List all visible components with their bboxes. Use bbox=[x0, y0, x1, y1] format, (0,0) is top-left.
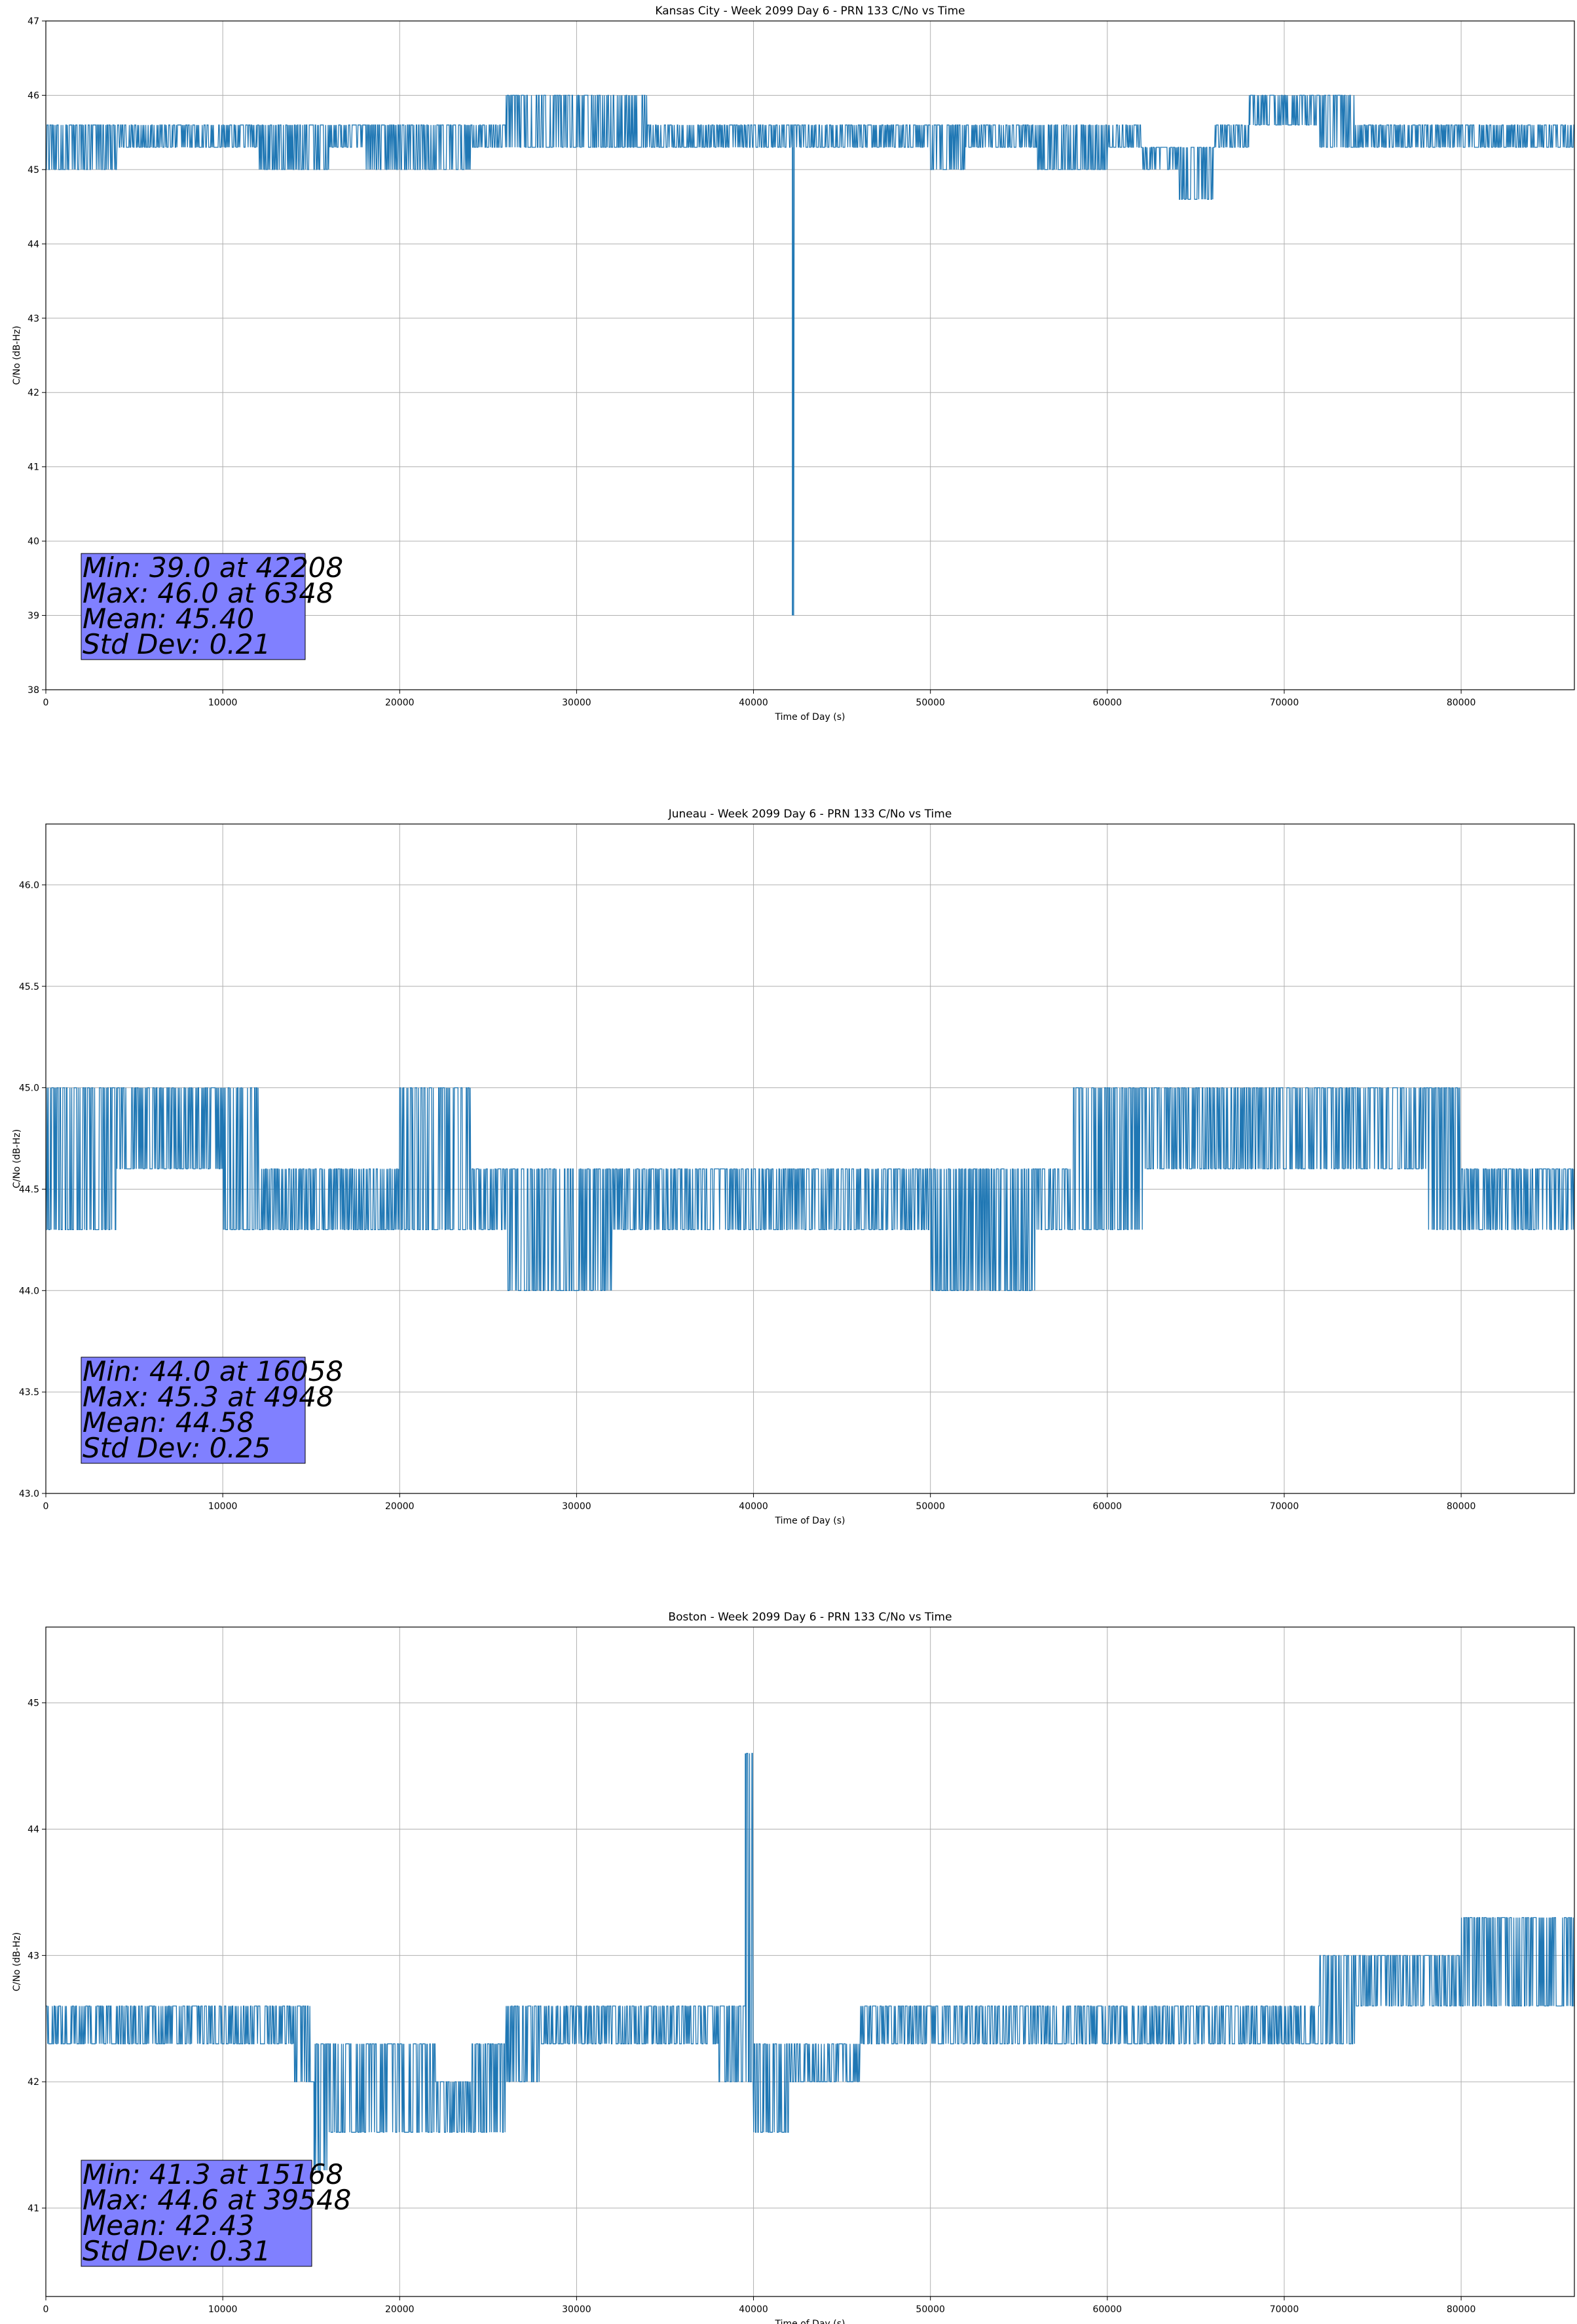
chart-1-y-tick-label: 39 bbox=[28, 611, 39, 622]
chart-2-stats-max: Max: 45.3 at 4948 bbox=[83, 1381, 334, 1413]
chart-1-stats-box bbox=[81, 553, 306, 660]
chart-2-x-tick-label: 10000 bbox=[208, 1501, 238, 1512]
chart-2-y-tick-label: 46.0 bbox=[19, 880, 39, 891]
chart-3-x-axis-label: Time of Day (s) bbox=[775, 2319, 845, 2324]
chart-1-stats-std: Std Dev: 0.21 bbox=[83, 628, 270, 660]
chart-3-x-tick-label: 40000 bbox=[739, 2304, 768, 2315]
chart-2-x-tick-label: 40000 bbox=[739, 1501, 768, 1512]
chart-3-stats-min: Min: 41.3 at 15168 bbox=[83, 2158, 343, 2190]
chart-3-y-tick-label: 41 bbox=[28, 2203, 39, 2214]
chart-2-stats-box bbox=[81, 1357, 306, 1464]
chart-1-y-tick-label: 45 bbox=[28, 165, 39, 176]
chart-1-stats-mean: Mean: 45.40 bbox=[83, 603, 254, 635]
chart-1-y-tick-label: 44 bbox=[28, 239, 39, 250]
chart-1: 0 10000 20000 30000 40000 50000 60000 70000 8000… bbox=[12, 5, 1575, 722]
chart-3-stats-max: Max: 44.6 at 39548 bbox=[83, 2184, 351, 2216]
chart-1-x-tick-label: 40000 bbox=[739, 698, 768, 708]
chart-3-x-tick-label: 50000 bbox=[916, 2304, 945, 2315]
chart-3-x-tick-label: 60000 bbox=[1093, 2304, 1122, 2315]
chart-2-y-tick-label: 45.5 bbox=[19, 982, 39, 992]
chart-1-title: Kansas City - Week 2099 Day 6 - PRN 133 … bbox=[655, 5, 965, 18]
chart-3-y-axis-label: C/No (dB-Hz) bbox=[12, 1932, 22, 1991]
chart-1-x-tick-label: 30000 bbox=[562, 698, 591, 708]
chart-3-axes-frame bbox=[45, 1626, 1575, 2297]
chart-3-x-tick-label: 0 bbox=[43, 2304, 49, 2315]
chart-2-y-tick-label: 44.0 bbox=[19, 1286, 39, 1296]
chart-2-x-tick-label: 50000 bbox=[916, 1501, 945, 1512]
chart-1-x-tick-label: 20000 bbox=[385, 698, 415, 708]
chart-1-series-line bbox=[46, 94, 1574, 616]
chart-2-x-tick-label: 30000 bbox=[562, 1501, 591, 1512]
chart-1-series-trace bbox=[46, 94, 1574, 616]
chart-1-x-tick-label: 70000 bbox=[1270, 698, 1299, 708]
chart-2-y-tick-label: 43.0 bbox=[19, 1489, 39, 1499]
chart-3-x-tick-label: 10000 bbox=[208, 2304, 238, 2315]
chart-3-stats-box bbox=[81, 2160, 312, 2267]
chart-3-y-tick-label: 43 bbox=[28, 1951, 39, 1961]
chart-2-axes-frame bbox=[45, 823, 1575, 1494]
chart-1-axes-frame bbox=[45, 20, 1575, 690]
chart-1-x-axis-label: Time of Day (s) bbox=[775, 712, 845, 722]
chart-2-x-tick-label: 70000 bbox=[1270, 1501, 1299, 1512]
chart-2: 0 10000 20000 30000 40000 50000 60000 70000 8000… bbox=[12, 808, 1575, 1526]
chart-1-y-tick-label: 42 bbox=[28, 388, 39, 398]
chart-2-x-tick-label: 20000 bbox=[385, 1501, 415, 1512]
chart-3-y-tick-label: 42 bbox=[28, 2077, 39, 2088]
chart-3-x-tick-label: 20000 bbox=[385, 2304, 415, 2315]
chart-1-x-tick-label: 60000 bbox=[1093, 698, 1122, 708]
chart-2-y-tick-label: 43.5 bbox=[19, 1387, 39, 1398]
chart-2-stats-std: Std Dev: 0.25 bbox=[83, 1432, 270, 1464]
chart-1-y-tick-label: 38 bbox=[28, 685, 39, 696]
chart-3-y-tick-label: 44 bbox=[28, 1825, 39, 1835]
chart-2-x-tick-label: 0 bbox=[43, 1501, 49, 1512]
chart-3-stats-mean: Mean: 42.43 bbox=[83, 2209, 254, 2241]
chart-1-y-tick-label: 40 bbox=[28, 536, 39, 547]
chart-1-stats-min: Min: 39.0 at 42208 bbox=[83, 552, 343, 584]
chart-1-stats-max: Max: 46.0 at 6348 bbox=[83, 577, 334, 609]
chart-3: 0 10000 20000 30000 40000 50000 60000 70000 8000… bbox=[12, 1611, 1575, 2324]
chart-2-stats-min: Min: 44.0 at 16058 bbox=[83, 1355, 343, 1387]
chart-2-series-trace bbox=[46, 1087, 1574, 1291]
chart-2-y-axis-label: C/No (dB-Hz) bbox=[12, 1129, 22, 1188]
chart-3-y-tick-label: 45 bbox=[28, 1698, 39, 1709]
chart-1-x-tick-label: 0 bbox=[43, 698, 49, 708]
chart-2-x-axis-label: Time of Day (s) bbox=[775, 1516, 845, 1526]
chart-1-y-axis-label: C/No (dB-Hz) bbox=[12, 326, 22, 384]
chart-3-series-line bbox=[46, 1753, 1574, 2171]
chart-3-x-tick-label: 30000 bbox=[562, 2304, 591, 2315]
chart-2-y-tick-label: 44.5 bbox=[19, 1184, 39, 1195]
chart-1-x-tick-label: 10000 bbox=[208, 698, 238, 708]
chart-2-x-tick-label: 80000 bbox=[1447, 1501, 1476, 1512]
chart-3-series-trace bbox=[46, 1753, 1574, 2171]
chart-3-title: Boston - Week 2099 Day 6 - PRN 133 C/No … bbox=[668, 1611, 952, 1624]
chart-3-stats-std: Std Dev: 0.31 bbox=[83, 2235, 270, 2267]
chart-3-x-tick-label: 80000 bbox=[1447, 2304, 1476, 2315]
chart-1-x-tick-label: 50000 bbox=[916, 698, 945, 708]
chart-2-title: Juneau - Week 2099 Day 6 - PRN 133 C/No … bbox=[668, 808, 952, 821]
chart-2-y-tick-label: 45.0 bbox=[19, 1083, 39, 1094]
chart-1-y-tick-label: 47 bbox=[28, 16, 39, 27]
chart-2-series-line bbox=[46, 1087, 1574, 1291]
chart-1-y-tick-label: 46 bbox=[28, 90, 39, 101]
chart-1-x-tick-label: 80000 bbox=[1447, 698, 1476, 708]
chart-2-stats-mean: Mean: 44.58 bbox=[83, 1406, 254, 1438]
chart-1-y-tick-label: 43 bbox=[28, 314, 39, 324]
chart-2-x-tick-label: 60000 bbox=[1093, 1501, 1122, 1512]
chart-3-x-tick-label: 70000 bbox=[1270, 2304, 1299, 2315]
chart-1-y-tick-label: 41 bbox=[28, 462, 39, 473]
